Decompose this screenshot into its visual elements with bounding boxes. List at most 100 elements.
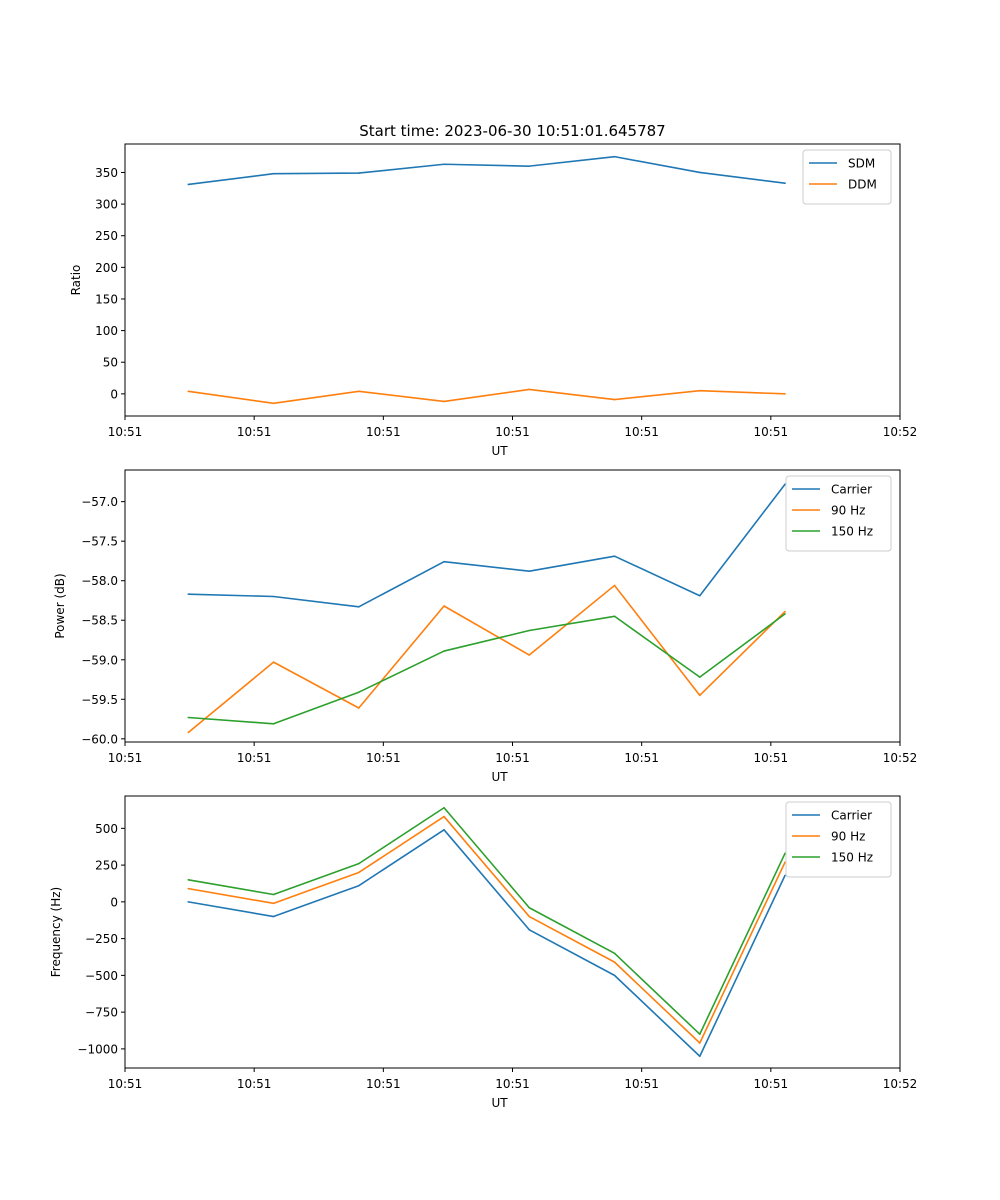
legend-label: 90 Hz — [831, 504, 865, 518]
x-tick-label: 10:51 — [754, 425, 789, 439]
data-point — [272, 595, 275, 598]
data-point — [187, 183, 190, 186]
x-tick-label: 10:51 — [624, 751, 659, 765]
x-tick-label: 10:51 — [237, 425, 272, 439]
data-point — [784, 483, 786, 486]
x-tick-label: 10:52 — [883, 1077, 918, 1091]
y-tick-label: 200 — [95, 261, 118, 275]
x-tick-label: 10:51 — [495, 425, 530, 439]
legend-label: 90 Hz — [831, 830, 865, 844]
data-point — [187, 731, 190, 734]
x-axis-label: UT — [491, 770, 508, 784]
data-point — [528, 570, 531, 573]
data-point — [528, 654, 531, 656]
data-point — [357, 871, 360, 874]
plot-frame — [124, 469, 901, 743]
data-point — [357, 862, 360, 865]
plot-frame — [124, 795, 901, 1069]
data-point — [357, 605, 360, 608]
x-tick-label: 10:51 — [624, 425, 659, 439]
series-line-carrier — [188, 829, 786, 1058]
data-point — [272, 172, 275, 175]
y-tick-label: 500 — [95, 822, 118, 836]
x-tick-label: 10:52 — [883, 425, 918, 439]
x-tick-label: 10:51 — [495, 1077, 530, 1091]
y-tick-label: −57.0 — [81, 495, 118, 509]
series-line-150-hz — [188, 613, 786, 725]
series-line-ddm — [188, 388, 786, 405]
legend-label: Carrier — [831, 483, 872, 497]
legend-label: Carrier — [831, 809, 872, 823]
x-tick-label: 10:51 — [237, 751, 272, 765]
data-point — [613, 952, 616, 955]
x-tick-label: 10:51 — [624, 1077, 659, 1091]
data-point — [784, 861, 786, 863]
data-point — [528, 165, 531, 167]
y-tick-label: −59.0 — [81, 653, 118, 667]
series-line-150-hz — [188, 806, 786, 1035]
data-point — [613, 974, 616, 977]
data-point — [698, 1033, 701, 1035]
series-line-90-hz — [188, 815, 786, 1044]
data-point — [443, 815, 445, 818]
data-point — [528, 915, 531, 918]
data-point — [613, 398, 616, 401]
data-point — [784, 182, 786, 185]
y-tick-label: 100 — [95, 324, 118, 338]
legend-label: DDM — [848, 178, 877, 192]
data-point — [784, 852, 786, 855]
data-point — [698, 1055, 701, 1058]
plot-frame — [124, 143, 901, 417]
x-tick-label: 10:52 — [883, 751, 918, 765]
data-point — [613, 961, 616, 963]
panel-power: 10:51 10:51 10:51 10:51 10:51 10:51 10:52 −60.0… — [53, 469, 918, 784]
y-tick-label: 150 — [95, 292, 118, 306]
legend: Carrier 90 Hz 150 Hz — [785, 801, 892, 878]
x-axis-label: UT — [491, 444, 508, 458]
y-tick-label: 50 — [103, 356, 118, 370]
data-point — [528, 906, 531, 909]
legend-label: 150 Hz — [831, 525, 873, 539]
data-point — [187, 716, 190, 719]
legend-label: 150 Hz — [831, 851, 873, 865]
y-tick-label: −500 — [85, 969, 118, 983]
legend: SDM DDM — [802, 149, 892, 205]
data-point — [443, 400, 445, 403]
data-point — [784, 613, 786, 615]
y-axis-label: Ratio — [69, 265, 83, 296]
data-point — [443, 163, 445, 166]
data-point — [698, 1042, 701, 1044]
data-point — [357, 707, 360, 709]
series-line-sdm — [188, 155, 786, 186]
data-point — [698, 694, 701, 697]
series-line-90-hz — [187, 584, 786, 734]
y-tick-label: −58.0 — [81, 574, 118, 588]
data-point — [784, 393, 786, 395]
y-axis-label: Frequency (Hz) — [49, 887, 63, 978]
data-point — [272, 723, 275, 725]
x-tick-label: 10:51 — [754, 751, 789, 765]
x-axis-label: UT — [491, 1096, 508, 1110]
y-tick-label: 350 — [95, 166, 118, 180]
panel-ratio: 10:51 10:51 10:51 10:51 10:51 10:51 10:52 0 50 10… — [69, 143, 918, 458]
x-tick-label: 10:51 — [108, 751, 143, 765]
data-point — [272, 661, 275, 663]
x-tick-label: 10:51 — [366, 751, 401, 765]
data-point — [272, 902, 275, 905]
data-point — [698, 594, 701, 597]
data-point — [187, 593, 190, 595]
y-tick-label: 250 — [95, 859, 118, 873]
data-point — [272, 402, 275, 405]
legend-frame — [785, 801, 892, 878]
y-tick-label: −57.5 — [81, 535, 118, 549]
x-tick-label: 10:51 — [108, 1077, 143, 1091]
data-point — [187, 879, 190, 881]
data-point — [698, 389, 701, 392]
y-tick-label: −1000 — [77, 1042, 118, 1056]
panel-frequency: 10:51 10:51 10:51 10:51 10:51 10:51 10:52 −1000… — [49, 795, 918, 1110]
data-point — [698, 676, 701, 678]
data-point — [357, 691, 360, 693]
data-point — [357, 884, 360, 887]
y-tick-label: −58.5 — [81, 614, 118, 628]
x-tick-label: 10:51 — [237, 1077, 272, 1091]
